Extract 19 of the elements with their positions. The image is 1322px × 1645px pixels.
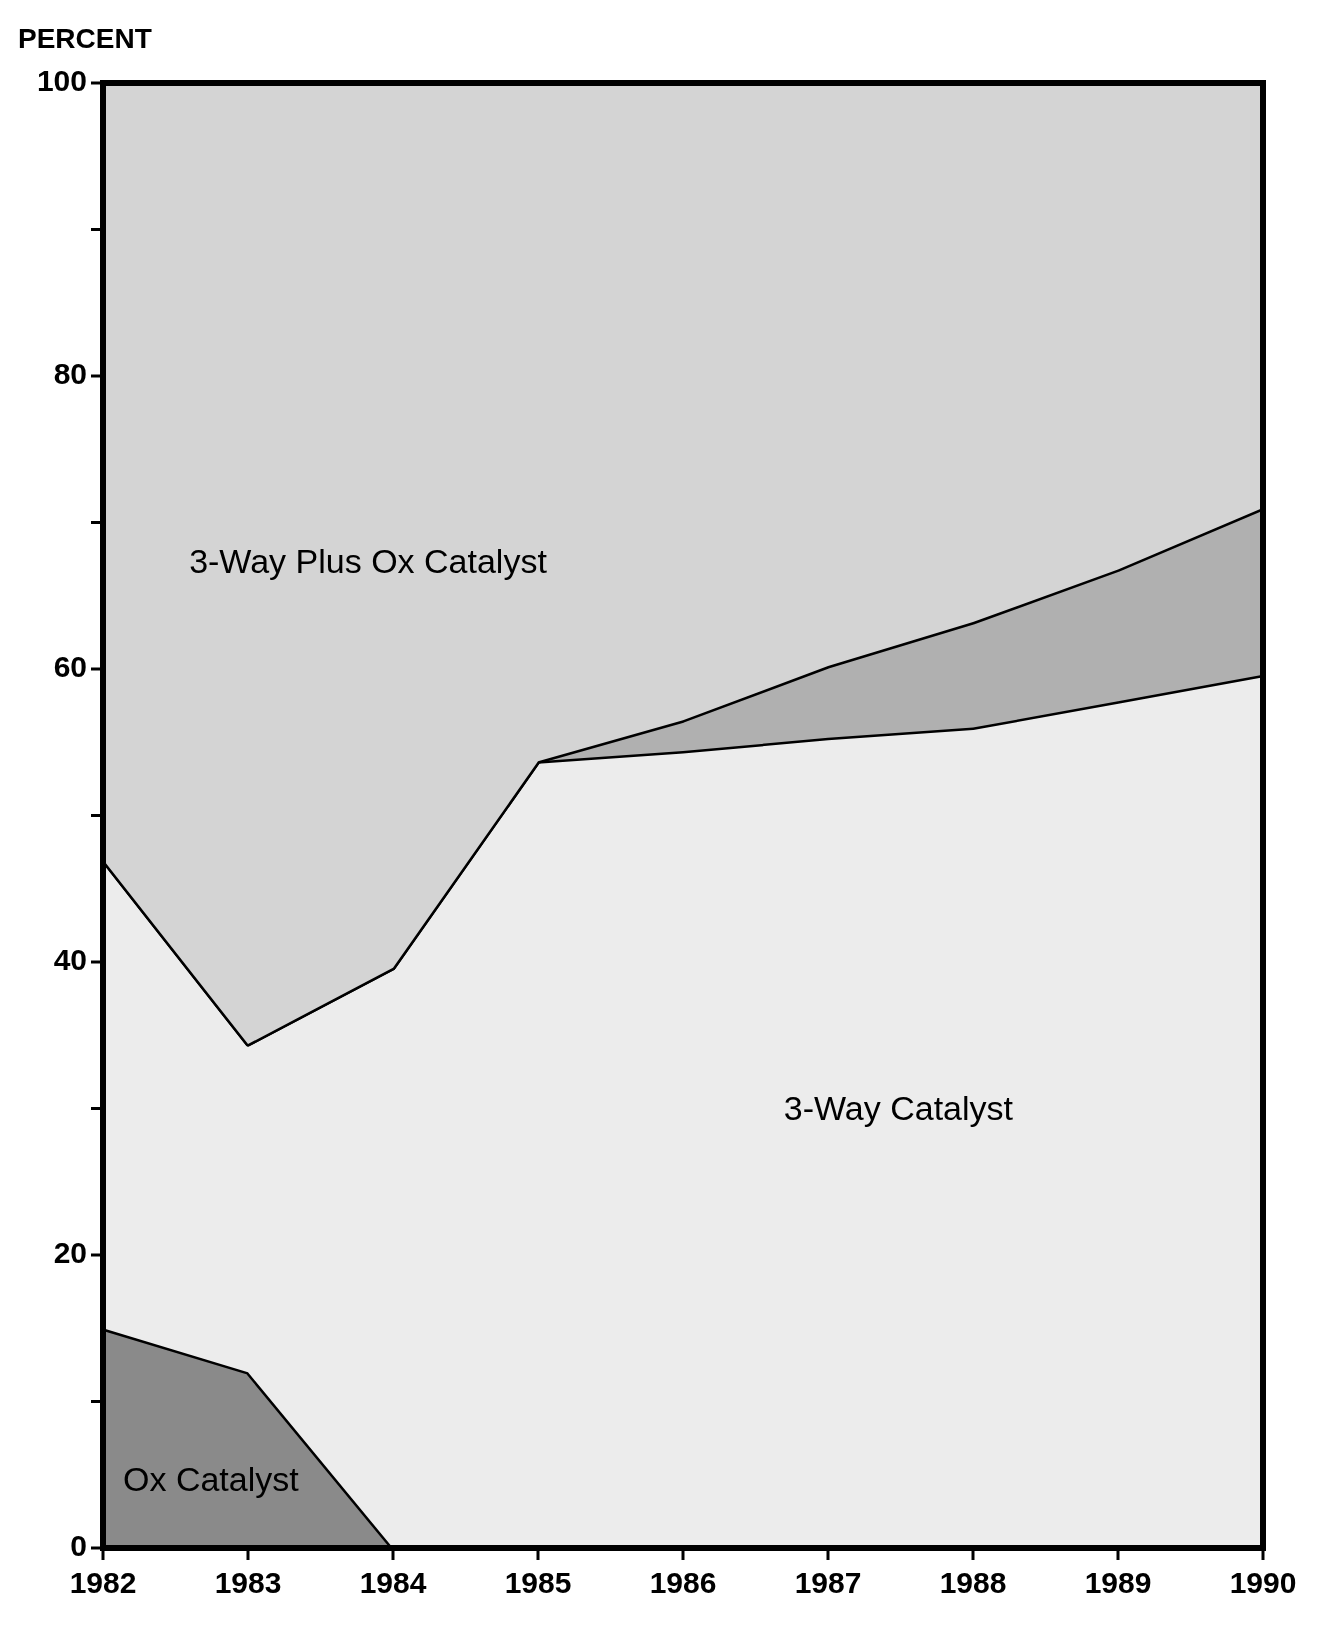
- y-tick-label: 80: [53, 356, 87, 390]
- x-tick-label: 1989: [1084, 1566, 1152, 1599]
- series-label: Ox Catalyst: [123, 1460, 300, 1499]
- x-tick-label: 1982: [69, 1566, 137, 1599]
- x-tick-label: 1988: [939, 1566, 1007, 1599]
- y-tick-label: 60: [53, 649, 87, 683]
- y-tick-label: 40: [53, 942, 87, 976]
- x-tick-label: 1983: [214, 1566, 282, 1599]
- x-tick-label: 1990: [1229, 1566, 1297, 1599]
- x-tick-label: 1986: [649, 1566, 717, 1599]
- y-axis-title: PERCENT: [18, 23, 152, 54]
- x-tick-label: 1985: [504, 1566, 572, 1599]
- y-tick-label: 0: [70, 1528, 87, 1562]
- series-label: 3-Way Plus Ox Catalyst: [189, 541, 548, 580]
- x-tick-label: 1987: [794, 1566, 862, 1599]
- series-label: 3-Way Catalyst: [783, 1089, 1014, 1128]
- y-tick-label: 100: [36, 63, 87, 97]
- y-tick-label: 20: [53, 1235, 87, 1269]
- x-tick-label: 1984: [359, 1566, 427, 1599]
